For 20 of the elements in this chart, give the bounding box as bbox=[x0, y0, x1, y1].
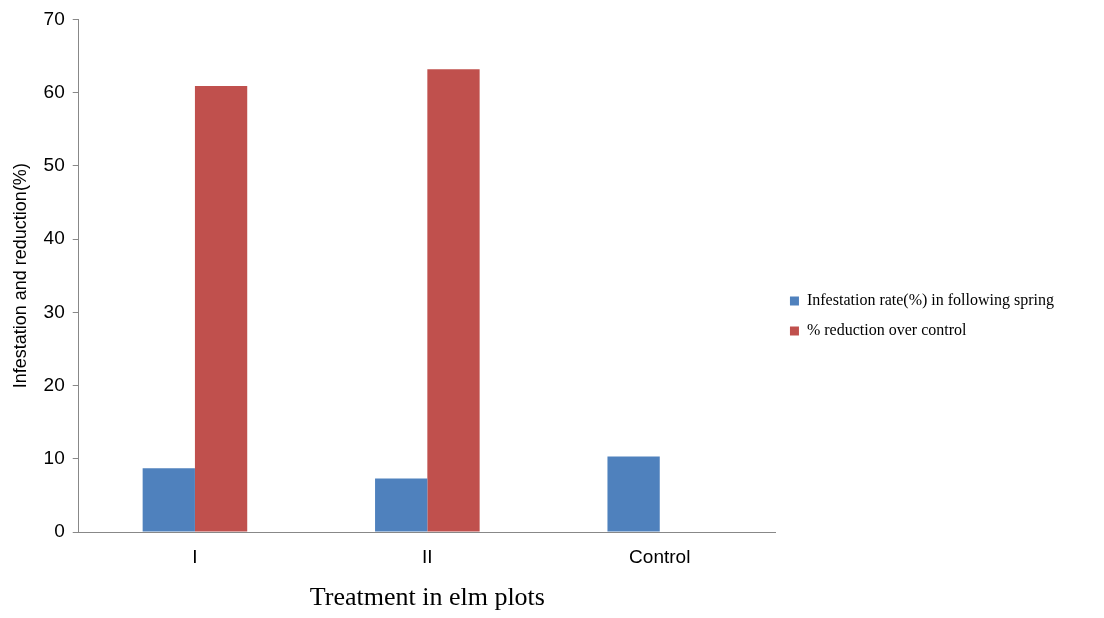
y-axis-title: Infestation and reduction(%) bbox=[9, 163, 30, 389]
x-axis-title: Treatment in elm plots bbox=[309, 582, 545, 612]
legend-label: % reduction over control bbox=[806, 321, 968, 339]
x-tick-label: Control bbox=[629, 545, 691, 567]
bar bbox=[142, 468, 195, 532]
y-tick-label: 40 bbox=[43, 227, 65, 249]
y-tick-label: 0 bbox=[54, 520, 65, 542]
bar bbox=[375, 478, 428, 532]
y-tick-label: 60 bbox=[43, 80, 65, 102]
y-tick-label: 70 bbox=[43, 7, 65, 29]
y-tick-label: 10 bbox=[43, 447, 65, 469]
x-tick-label: II bbox=[422, 545, 433, 567]
legend-label: Infestation rate(%) in following spring bbox=[806, 291, 1054, 310]
bar bbox=[427, 69, 480, 532]
bar bbox=[607, 456, 660, 532]
y-tick-label: 50 bbox=[43, 154, 65, 176]
y-tick-label: 30 bbox=[43, 300, 65, 322]
x-tick-label: I bbox=[192, 545, 198, 567]
bar bbox=[194, 86, 248, 532]
y-tick-label: 20 bbox=[43, 373, 65, 395]
